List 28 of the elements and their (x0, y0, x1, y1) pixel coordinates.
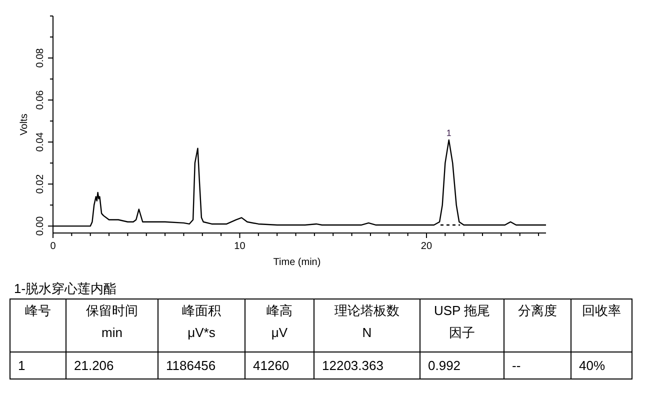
text: 保留时间 min (86, 303, 138, 340)
annotation: 1 (446, 128, 452, 138)
text: USP 拖尾因子 (434, 303, 490, 340)
x-tick-label: 0 (50, 241, 56, 252)
y-tick-label: 0.02 (35, 174, 46, 194)
text: 分离度 (518, 303, 557, 318)
x-tick-label: 10 (234, 241, 246, 252)
text: 1-脱水穿心莲内酯 (14, 281, 117, 296)
text: 1 (18, 358, 26, 373)
y-tick-label: 0.06 (35, 90, 46, 110)
text: 0.992 (428, 358, 461, 373)
text: 峰号 (25, 303, 51, 318)
y-tick-label: 0.00 (35, 216, 46, 236)
text: 理论塔板数 N (334, 303, 400, 340)
text: 峰高 μV (266, 303, 292, 340)
text: 回收率 (582, 303, 621, 318)
x-tick-label: 20 (420, 241, 432, 252)
text: 21.206 (74, 358, 114, 373)
text: 41260 (253, 358, 290, 373)
text: -- (512, 358, 521, 373)
y-tick-label: 0.04 (35, 132, 46, 152)
text: 40% (579, 358, 606, 373)
y-axis-title: Volts (19, 114, 30, 136)
text: 12203.363 (322, 358, 384, 373)
text: 峰面积 μV*s (182, 303, 221, 340)
x-axis-title: Time (min) (273, 257, 321, 268)
text: 1186456 (166, 358, 216, 373)
y-tick-label: 0.08 (35, 48, 46, 68)
